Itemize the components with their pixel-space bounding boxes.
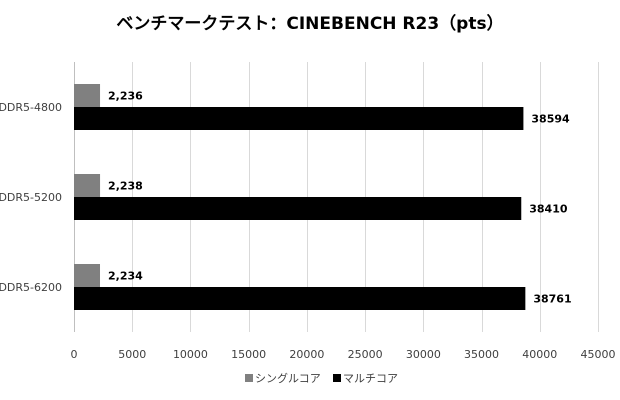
bar-multi-core bbox=[74, 197, 522, 220]
x-tick-label: 15000 bbox=[231, 348, 266, 361]
x-tick-label: 20000 bbox=[289, 348, 324, 361]
bar-multi-core bbox=[74, 107, 524, 130]
category-label: DDR5-5200 bbox=[0, 191, 62, 204]
legend: シングルコア マルチコア bbox=[245, 371, 398, 385]
data-label: 2,238 bbox=[108, 180, 143, 193]
legend-swatch-single-core bbox=[245, 374, 253, 382]
x-tick-label: 35000 bbox=[464, 348, 499, 361]
category-labels: DDR5-4800 DDR5-5200 DDR5-6200 bbox=[0, 101, 62, 294]
bars bbox=[74, 84, 526, 310]
x-tick-label: 40000 bbox=[522, 348, 557, 361]
data-label: 38594 bbox=[531, 113, 570, 126]
bar-single-core bbox=[74, 264, 101, 287]
x-tick-label: 45000 bbox=[581, 348, 616, 361]
data-label: 38410 bbox=[529, 203, 568, 216]
chart-title: ベンチマークテスト：CINEBENCH R23（pts） bbox=[116, 13, 503, 34]
x-tick-labels: 0 5000 10000 15000 20000 25000 30000 35000 40000… bbox=[71, 348, 616, 361]
bar-single-core bbox=[74, 174, 101, 197]
data-label: 38761 bbox=[533, 293, 571, 306]
category-label: DDR5-4800 bbox=[0, 101, 62, 114]
x-tick-label: 30000 bbox=[406, 348, 441, 361]
data-labels: 2,236 38594 2,238 38410 2,234 38761 bbox=[108, 90, 572, 306]
x-tick-label: 10000 bbox=[173, 348, 208, 361]
data-label: 2,234 bbox=[108, 270, 143, 283]
x-tick-label: 5000 bbox=[118, 348, 146, 361]
bar-single-core bbox=[74, 84, 101, 107]
x-tick-label: 0 bbox=[71, 348, 78, 361]
bar-multi-core bbox=[74, 287, 526, 310]
legend-label-single-core: シングルコア bbox=[255, 371, 321, 385]
data-label: 2,236 bbox=[108, 90, 143, 103]
legend-swatch-multi-core bbox=[333, 374, 341, 382]
x-tick-label: 25000 bbox=[348, 348, 383, 361]
legend-label-multi-core: マルチコア bbox=[343, 372, 398, 385]
category-label: DDR5-6200 bbox=[0, 281, 62, 294]
